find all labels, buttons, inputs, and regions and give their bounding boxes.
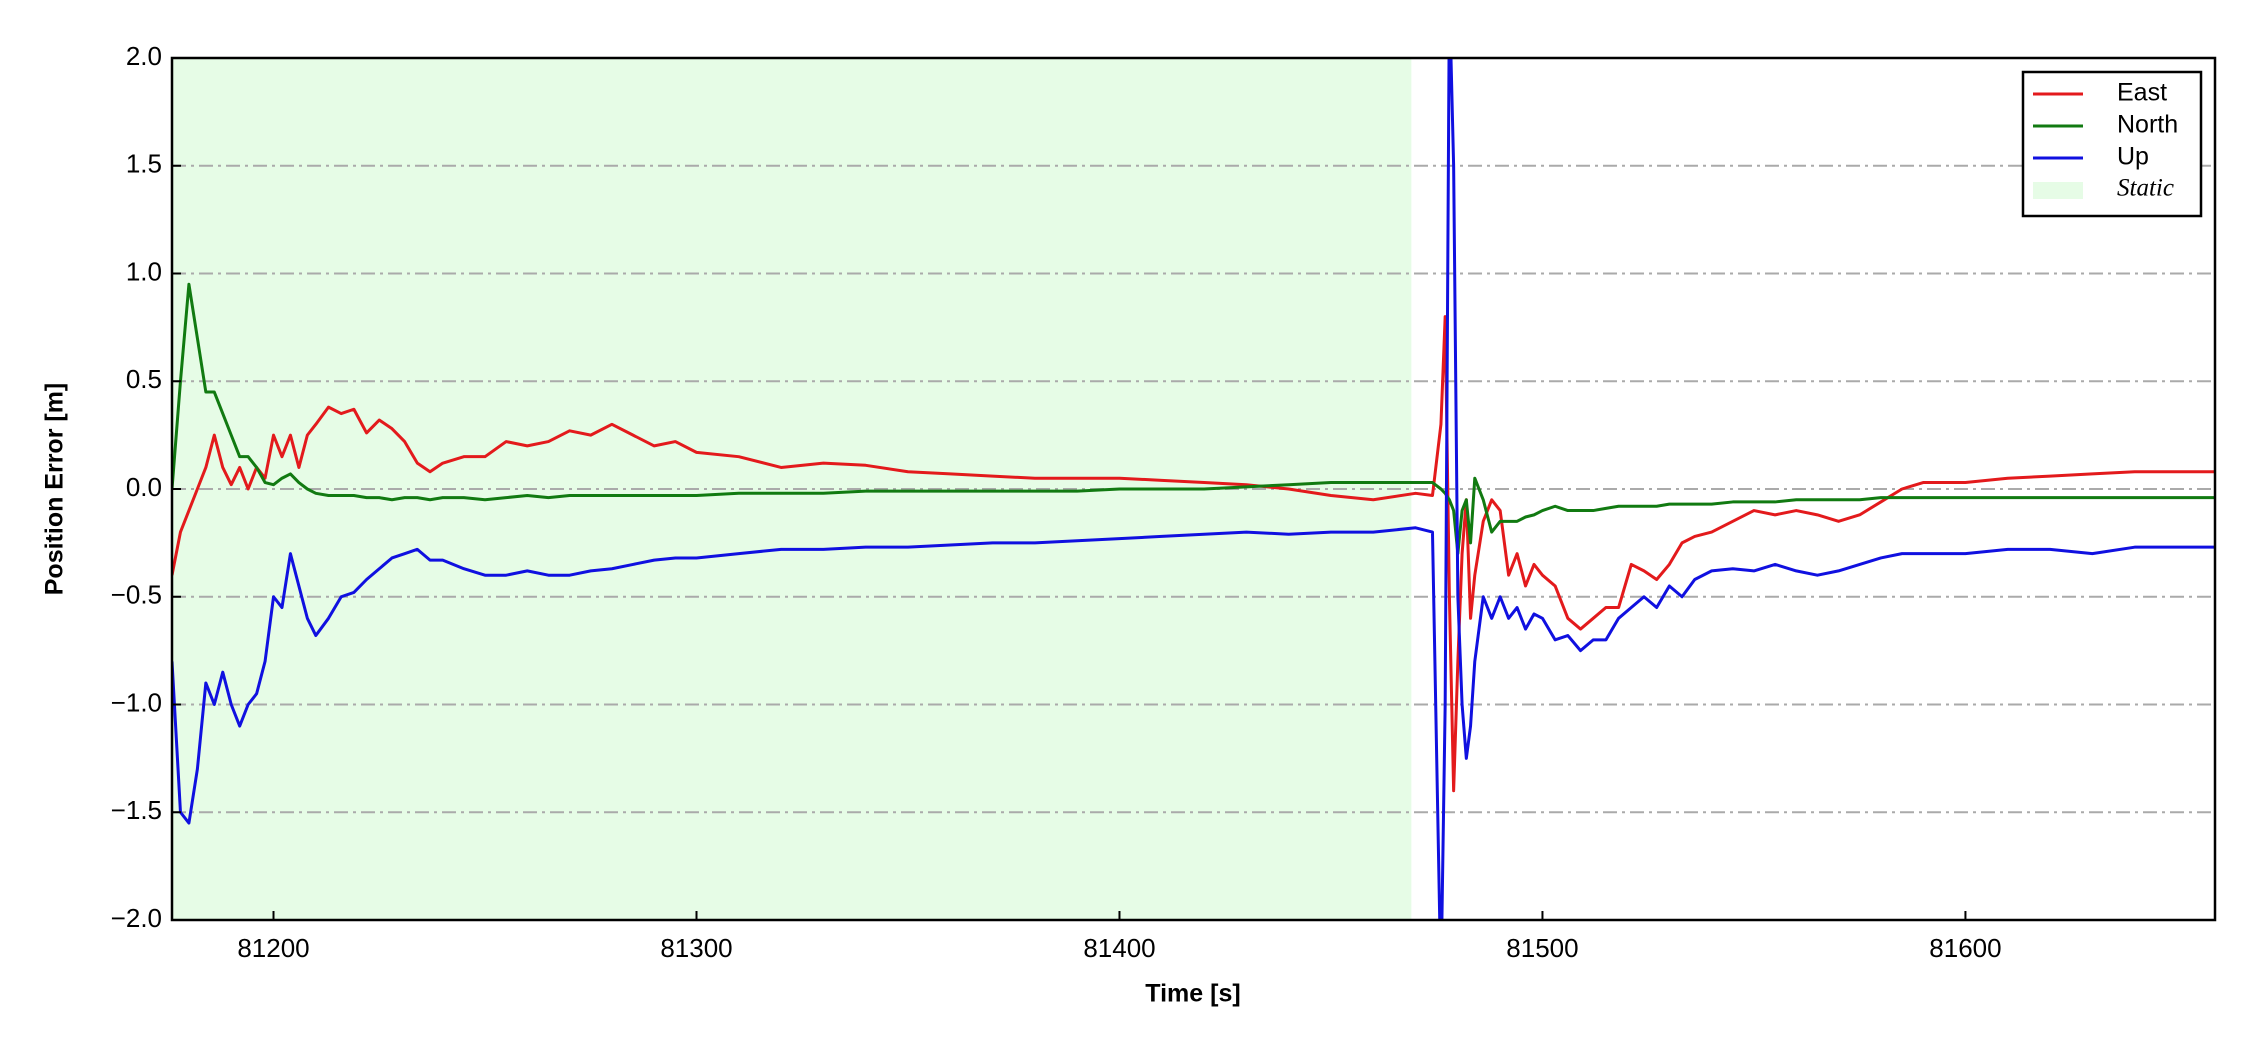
legend-swatch [2033,182,2083,199]
y-tick-label: −1.0 [111,687,162,717]
x-tick-label: 81600 [1929,933,2001,963]
series-line [172,315,2215,793]
y-tick-label: 1.5 [126,149,162,179]
legend: East North Up Static [2021,70,2203,218]
y-tick-label: −0.5 [111,580,162,610]
axis-layer: −2.0 −1.5 −1.0 −0.5 0.0 0.5 1.0 1.5 2.0 81200 8130… [111,41,2002,963]
series-line [172,282,2215,556]
series-line [172,58,2215,920]
y-tick-label: 0.0 [126,472,162,502]
x-tick-label: 81200 [237,933,309,963]
y-tick-label: −2.0 [111,903,162,933]
line-layer [172,58,2215,920]
legend-label: Up [2117,143,2149,171]
legend-label: North [2117,111,2178,139]
y-tick-label: −1.5 [111,795,162,825]
y-axis-label: Position Error [m] [41,383,69,596]
x-tick-label: 81300 [660,933,732,963]
legend-label: East [2117,79,2167,107]
y-tick-label: 1.0 [126,256,162,286]
y-tick-label: 2.0 [126,41,162,71]
legend-label: Static [2117,175,2174,202]
x-axis-label: Time [s] [1145,980,1240,1008]
x-tick-label: 81400 [1083,933,1155,963]
x-tick-label: 81500 [1506,933,1578,963]
y-tick-label: 0.5 [126,364,162,394]
